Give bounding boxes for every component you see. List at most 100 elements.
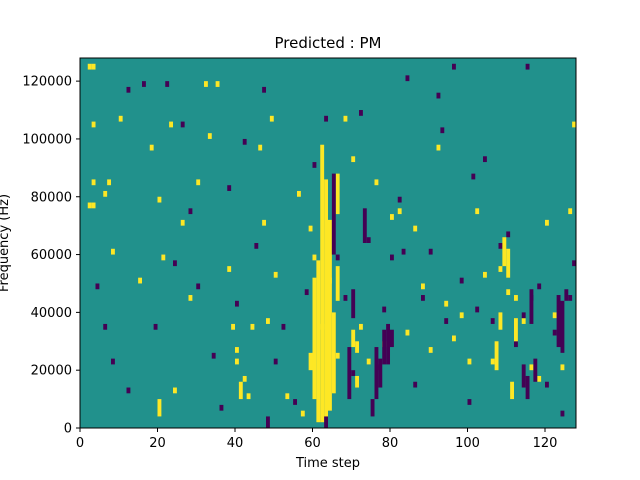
heatmap-band-high <box>320 144 325 423</box>
heatmap-cell-high <box>560 364 565 371</box>
heatmap-cell-high <box>107 179 112 186</box>
heatmap-band-low <box>533 358 538 382</box>
x-tick-label: 40 <box>227 436 244 451</box>
heatmap-cell-high <box>359 323 363 330</box>
heatmap-cell-high <box>87 63 92 70</box>
heatmap-cell-high <box>506 289 511 296</box>
heatmap-cell-low <box>219 404 224 411</box>
heatmap-cell-high <box>335 352 340 359</box>
heatmap-cell-high <box>215 81 220 87</box>
x-tick-label: 80 <box>382 436 399 451</box>
heatmap-cell-low <box>382 306 387 313</box>
heatmap-cell-high <box>188 295 193 301</box>
heatmap-cell-high <box>459 312 464 319</box>
x-tick-label: 120 <box>533 436 558 451</box>
heatmap-cell-low <box>467 399 472 405</box>
heatmap-cell-high <box>529 364 534 371</box>
heatmap-cell-high <box>138 277 143 284</box>
heatmap-cell-high <box>405 329 410 336</box>
heatmap-cell-low <box>545 381 549 388</box>
heatmap-cell-high <box>297 190 301 197</box>
heatmap-cell-low <box>142 81 146 87</box>
heatmap-cell-high <box>467 358 472 365</box>
heatmap-cell-high <box>572 121 577 128</box>
heatmap-cell-low <box>242 138 247 145</box>
heatmap-cell-low <box>188 208 193 215</box>
heatmap-cell-low <box>405 75 410 82</box>
heatmap-cell-high <box>397 208 402 215</box>
x-tick-label: 60 <box>304 436 321 451</box>
heatmap-cell-high <box>231 323 236 330</box>
heatmap-band-high <box>157 399 162 417</box>
heatmap-band-low <box>331 173 336 255</box>
heatmap-cell-high <box>246 393 251 400</box>
heatmap-cell-low <box>521 312 526 319</box>
heatmap-cell-low <box>262 86 267 93</box>
heatmap-cell-high <box>235 347 239 353</box>
heatmap-band-high <box>316 260 321 423</box>
heatmap-band-high <box>312 277 317 400</box>
heatmap-cell-high <box>196 179 201 186</box>
heatmap-cell-low <box>254 243 259 249</box>
heatmap-cells <box>87 63 577 428</box>
heatmap-cell-high <box>308 225 313 232</box>
x-tick-label: 20 <box>149 436 166 451</box>
heatmap-cell-low <box>452 63 456 70</box>
heatmap-cell-low <box>514 341 518 348</box>
heatmap-cell-low <box>304 289 309 296</box>
heatmap-band-low <box>560 300 565 353</box>
heatmap-cell-low <box>440 127 445 134</box>
heatmap-band-high <box>238 381 243 400</box>
heatmap-cell-high <box>351 156 356 163</box>
heatmap-band-high <box>335 173 340 215</box>
heatmap-cell-high <box>269 115 274 122</box>
heatmap-cell-low <box>498 243 503 249</box>
heatmap-cell-high <box>568 208 573 215</box>
heatmap-band-low <box>529 289 534 324</box>
heatmap-cell-high <box>514 295 518 301</box>
heatmap-cell-high <box>490 358 495 365</box>
heatmap-cell-low <box>483 156 487 163</box>
heatmap-cell-low <box>95 283 100 290</box>
heatmap-band-high <box>331 312 336 394</box>
heatmap-cell-high <box>312 254 317 261</box>
heatmap-band-high <box>506 248 511 278</box>
y-tick-label: 40000 <box>31 306 72 321</box>
heatmap-cell-high <box>91 202 96 209</box>
heatmap-cell-high <box>173 387 177 394</box>
heatmap-cell-low <box>428 248 433 255</box>
heatmap-band-high <box>351 329 356 348</box>
y-tick-label: 60000 <box>31 248 72 263</box>
x-tick-label: 100 <box>455 436 480 451</box>
heatmap-cell-high <box>475 208 480 215</box>
heatmap-cell-low <box>235 300 239 307</box>
heatmap-cell-high <box>111 248 115 255</box>
heatmap-cell-low <box>490 318 495 324</box>
heatmap-cell-low <box>227 185 232 191</box>
heatmap-cell-low <box>126 387 131 394</box>
heatmap-band-high <box>510 381 515 400</box>
heatmap-cell-high <box>242 375 247 382</box>
heatmap-cell-low <box>572 260 577 267</box>
heatmap-band-low <box>525 375 530 400</box>
heatmap-cell-low <box>421 295 425 301</box>
heatmap-cell-low <box>459 277 464 284</box>
heatmap-cell-high <box>545 219 549 226</box>
heatmap-cell-low <box>471 173 476 180</box>
heatmap-cell-low <box>506 231 511 238</box>
heatmap-cell-high <box>444 300 449 307</box>
heatmap-band-low <box>378 358 383 388</box>
heatmap-cell-high <box>87 202 92 209</box>
heatmap-cell-low <box>126 86 131 93</box>
heatmap-band-high <box>335 266 340 301</box>
x-axis: 0 20 40 60 80 100 120 <box>76 428 558 451</box>
heatmap-cell-high <box>285 393 290 400</box>
heatmap-cell-low <box>211 352 216 359</box>
heatmap-cell-low <box>397 196 402 203</box>
heatmap-band-low <box>390 329 394 348</box>
x-axis-label: Time step <box>295 456 360 471</box>
heatmap-cell-high <box>266 318 270 324</box>
heatmap-cell-high <box>91 63 96 70</box>
heatmap-cell-low <box>413 381 418 388</box>
heatmap-cell-low <box>525 63 530 70</box>
